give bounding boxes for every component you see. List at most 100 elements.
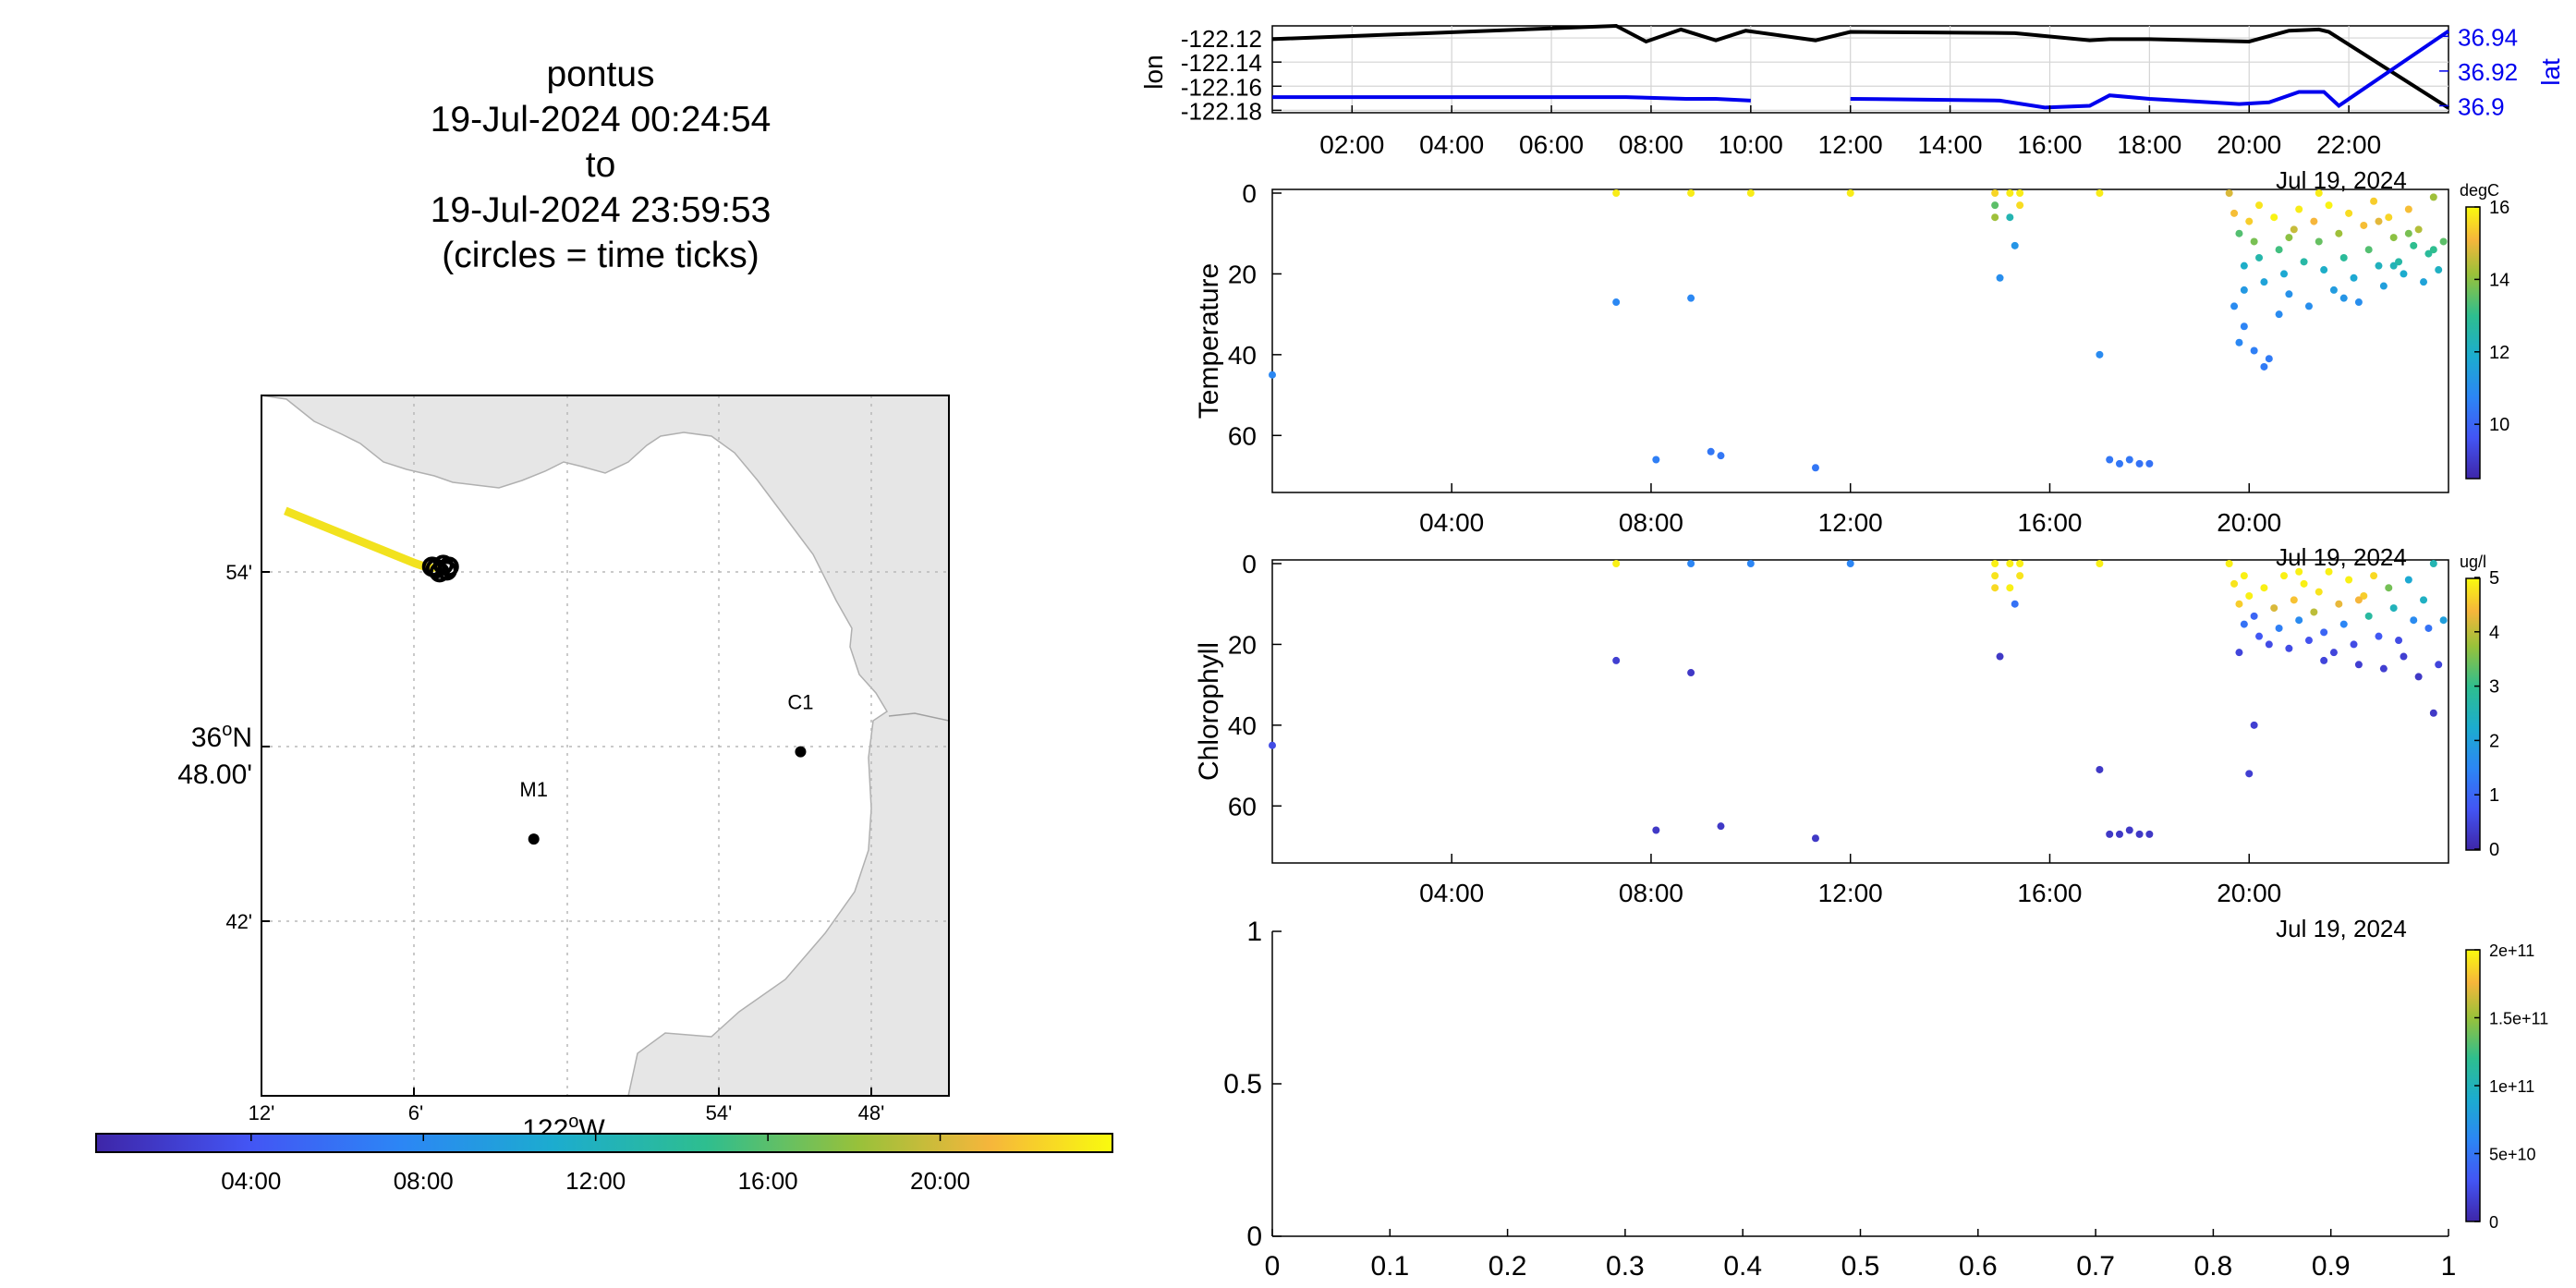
- temperature-point: [2016, 189, 2024, 197]
- temperature-point: [2260, 362, 2268, 371]
- temperature-point: [1996, 273, 2004, 282]
- map-land: [261, 395, 949, 1096]
- chlorophyll-point: [2354, 596, 2363, 604]
- empty-xtick-4: 0.4: [1723, 1251, 1762, 1282]
- empty-cbar-tick-3: 5e+10: [2489, 1146, 2536, 1164]
- chlorophyll-point: [2135, 830, 2144, 838]
- chlorophyll-point: [2420, 596, 2428, 604]
- empty-cbar-tick-2: 1e+11: [2489, 1077, 2534, 1096]
- temperature-point: [2006, 213, 2014, 222]
- temperature-point: [2290, 225, 2298, 234]
- temperature-xtick-3: 16:00: [2017, 508, 2082, 537]
- map-overlays: C1 M1: [284, 506, 814, 845]
- chlorophyll-colorbar: [2465, 577, 2481, 851]
- lonlat-xtick-0: 02:00: [1319, 130, 1384, 159]
- empty-ytick-0: 1: [1246, 917, 1262, 947]
- chlorophyll-point: [1846, 560, 1854, 567]
- chlorophyll-ytick-3: 60: [1228, 792, 1257, 820]
- chlorophyll-point: [2404, 576, 2412, 584]
- temperature-point: [2379, 282, 2388, 290]
- temperature-point: [2315, 237, 2323, 246]
- chlorophyll-point: [2265, 640, 2273, 649]
- temperature-ytick-1: 20: [1228, 260, 1257, 288]
- chlorophyll-point: [2315, 588, 2323, 596]
- temperature-point: [2145, 459, 2154, 468]
- chlorophyll-point: [2400, 652, 2408, 661]
- temperature-point: [2279, 270, 2288, 278]
- temperature-point: [2354, 298, 2363, 307]
- empty-ytick-1: 0.5: [1223, 1069, 1262, 1100]
- chlorophyll-cbar-tick-0: 5: [2489, 568, 2499, 589]
- empty-xtick-5: 0.5: [1841, 1251, 1880, 1282]
- temperature-point: [1269, 371, 1276, 379]
- chlorophyll-ytick-1: 20: [1228, 630, 1257, 659]
- title-line-note: (circles = time ticks): [442, 236, 759, 275]
- lat-series-line: [1850, 29, 2450, 110]
- temperature-panel: 04:00 08:00 12:00 16:00 20:00 0 20 40 60 Tempera…: [1194, 179, 2509, 537]
- temperature-ytick-2: 40: [1228, 341, 1257, 370]
- chlorophyll-point: [1996, 652, 2004, 661]
- chlorophyll-point: [1269, 741, 1276, 749]
- chlorophyll-point: [1746, 560, 1755, 567]
- temperature-point: [2115, 459, 2123, 468]
- chlorophyll-point: [2145, 830, 2154, 838]
- lat-ytick-0: 36.94: [2458, 23, 2518, 51]
- chlorophyll-ticks: 04:00 08:00 12:00 16:00 20:00 0 20 40 60: [1228, 550, 2281, 907]
- temperature-point: [2285, 234, 2293, 242]
- lon-tick-54: 54': [706, 1101, 733, 1124]
- temperature-point: [2329, 286, 2338, 294]
- temperature-point: [1687, 294, 1695, 302]
- temperature-point: [2006, 189, 2014, 197]
- chlorophyll-point: [2325, 567, 2333, 576]
- chlorophyll-cbar-tick-3: 2: [2489, 731, 2499, 751]
- chlorophyll-point: [2295, 616, 2303, 625]
- temperature-point: [2230, 302, 2239, 310]
- chlorophyll-point: [2240, 620, 2248, 628]
- temperature-xtick-0: 04:00: [1419, 508, 1484, 537]
- empty-xtick-7: 0.7: [2076, 1251, 2115, 1282]
- chlorophyll-point: [2424, 624, 2433, 632]
- temperature-point: [2240, 261, 2248, 270]
- chlorophyll-point: [2270, 604, 2278, 613]
- temperature-point: [1612, 298, 1621, 307]
- temperature-xtick-1: 08:00: [1619, 508, 1683, 537]
- chlorophyll-cbar-tick-2: 3: [2489, 677, 2499, 698]
- temperature-point: [2011, 241, 2019, 249]
- chlorophyll-point: [2350, 640, 2358, 649]
- lon-axis-label: lon: [1139, 55, 1168, 89]
- lon-ytick-0: -122.12: [1181, 25, 1262, 53]
- lonlat-xtick-4: 10:00: [1719, 130, 1783, 159]
- temperature-point: [2304, 302, 2313, 310]
- lonlat-xtick-2: 06:00: [1519, 130, 1584, 159]
- chlorophyll-ytick-0: 0: [1242, 550, 1257, 578]
- temperature-ytick-3: 60: [1228, 421, 1257, 450]
- lat-ytick-1: 36.92: [2458, 58, 2518, 86]
- temperature-point: [2270, 213, 2278, 222]
- chlorophyll-point: [2011, 600, 2019, 608]
- chlorophyll-point: [2339, 620, 2348, 628]
- time-colorbar-tick-2: 12:00: [565, 1167, 626, 1195]
- temperature-colorbar: [2465, 206, 2481, 480]
- chlorophyll-point: [2115, 830, 2123, 838]
- chlorophyll-point: [2290, 596, 2298, 604]
- temperature-date-label: Jul 19, 2024: [2276, 543, 2407, 571]
- lat-series-line: [1272, 95, 1751, 103]
- temperature-point: [2310, 217, 2318, 225]
- title-line-to: to: [585, 145, 616, 185]
- temperature-point: [1746, 189, 1755, 197]
- chlorophyll-axis-label: Chlorophyll: [1194, 642, 1224, 781]
- chlorophyll-unit: ug/l: [2460, 553, 2486, 571]
- chlorophyll-point: [2310, 608, 2318, 616]
- temperature-point: [2420, 278, 2428, 286]
- temperature-point: [2404, 229, 2412, 237]
- temperature-point: [2360, 221, 2368, 229]
- empty-xtick-2: 0.2: [1488, 1251, 1527, 1282]
- lonlat-axes-box: [1271, 25, 2449, 114]
- temperature-point: [2350, 273, 2358, 282]
- empty-xtick-3: 0.3: [1606, 1251, 1645, 1282]
- lon-tick-6: 6': [408, 1101, 423, 1124]
- lonlat-xtick-6: 14:00: [1918, 130, 1983, 159]
- lonlat-xtick-5: 12:00: [1818, 130, 1883, 159]
- chlorophyll-point: [2414, 673, 2423, 681]
